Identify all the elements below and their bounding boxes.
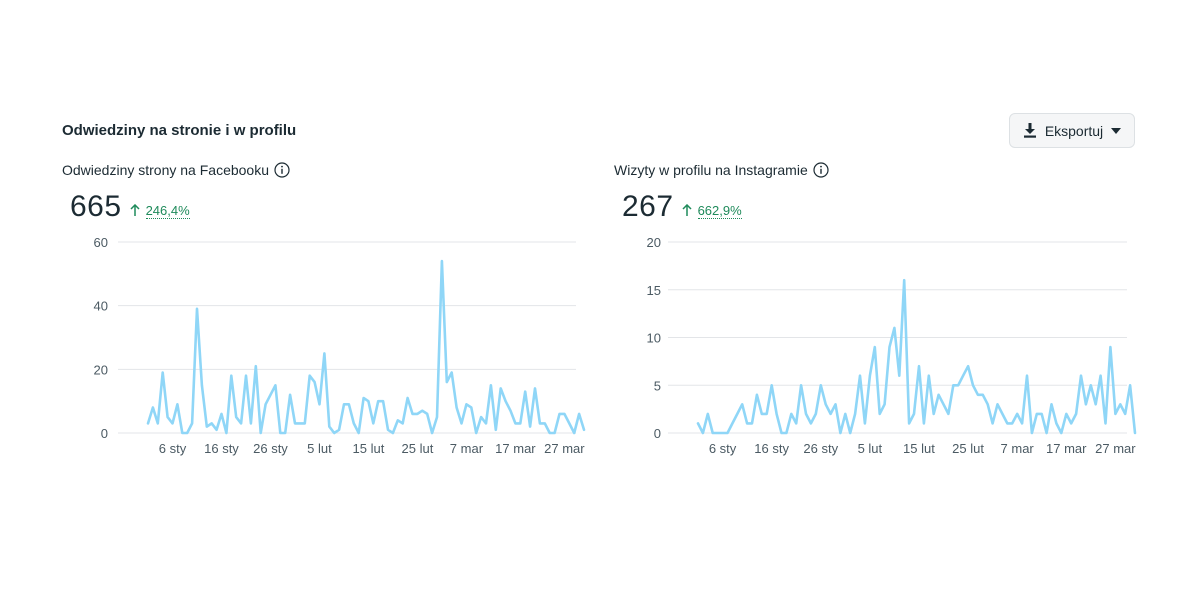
x-tick-label: 17 mar bbox=[1046, 441, 1087, 456]
x-tick-label: 15 lut bbox=[903, 441, 935, 456]
metric-total: 267 bbox=[622, 190, 674, 223]
x-tick-label: 15 lut bbox=[353, 441, 385, 456]
panel-title: Wizyty w profilu na Instagramie bbox=[614, 162, 808, 178]
y-tick-label: 20 bbox=[647, 235, 661, 250]
caret-down-icon bbox=[1111, 127, 1122, 134]
x-tick-label: 27 mar bbox=[544, 441, 585, 456]
x-tick-label: 16 sty bbox=[754, 441, 789, 456]
instagram-visits-panel: Wizyty w profilu na Instagramie 267 662,… bbox=[614, 160, 1137, 470]
y-tick-label: 20 bbox=[94, 362, 108, 377]
export-button[interactable]: Eksportuj bbox=[1009, 113, 1135, 148]
y-tick-label: 40 bbox=[94, 299, 108, 314]
metric-total: 665 bbox=[70, 190, 122, 223]
x-tick-label: 7 mar bbox=[1001, 441, 1035, 456]
x-tick-label: 17 mar bbox=[495, 441, 536, 456]
x-tick-label: 26 sty bbox=[253, 441, 288, 456]
info-icon[interactable] bbox=[274, 162, 290, 178]
panel-title: Odwiedziny strony na Facebooku bbox=[62, 162, 269, 178]
x-tick-label: 25 lut bbox=[402, 441, 434, 456]
y-tick-label: 10 bbox=[647, 331, 661, 346]
y-tick-label: 5 bbox=[654, 378, 661, 393]
y-tick-label: 0 bbox=[101, 426, 108, 441]
y-tick-label: 60 bbox=[94, 235, 108, 250]
x-tick-label: 6 sty bbox=[159, 441, 187, 456]
x-tick-label: 26 sty bbox=[803, 441, 838, 456]
x-tick-label: 5 lut bbox=[307, 441, 332, 456]
trend-change: 662,9% bbox=[682, 204, 742, 219]
x-tick-label: 16 sty bbox=[204, 441, 239, 456]
arrow-up-icon bbox=[682, 203, 692, 219]
facebook-visits-panel: Odwiedziny strony na Facebooku 665 246,4… bbox=[62, 160, 586, 470]
instagram-visits-chart: 0 5 10 15 20 6 sty 16 sty 26 sty 5 lut 15 lut 25 l… bbox=[647, 235, 1137, 456]
info-icon[interactable] bbox=[813, 162, 829, 178]
export-button-label: Eksportuj bbox=[1044, 122, 1104, 139]
trend-change: 246,4% bbox=[130, 204, 190, 219]
facebook-visits-chart: 0 20 40 60 6 sty 16 sty 26 sty 5 lut 15 lut 25 lu… bbox=[94, 235, 586, 456]
section-title: Odwiedziny na stronie i w profilu bbox=[62, 122, 297, 139]
trend-percentage: 662,9% bbox=[697, 203, 742, 219]
arrow-up-icon bbox=[130, 203, 140, 219]
y-tick-label: 0 bbox=[654, 426, 661, 441]
series-line bbox=[696, 278, 1137, 435]
x-tick-label: 27 mar bbox=[1095, 441, 1136, 456]
y-tick-label: 15 bbox=[647, 283, 661, 298]
x-tick-label: 6 sty bbox=[709, 441, 737, 456]
download-icon bbox=[1023, 123, 1037, 138]
trend-percentage: 246,4% bbox=[145, 203, 190, 219]
x-tick-label: 7 mar bbox=[450, 441, 484, 456]
series-line bbox=[146, 259, 586, 435]
x-tick-label: 5 lut bbox=[858, 441, 883, 456]
x-tick-label: 25 lut bbox=[952, 441, 984, 456]
